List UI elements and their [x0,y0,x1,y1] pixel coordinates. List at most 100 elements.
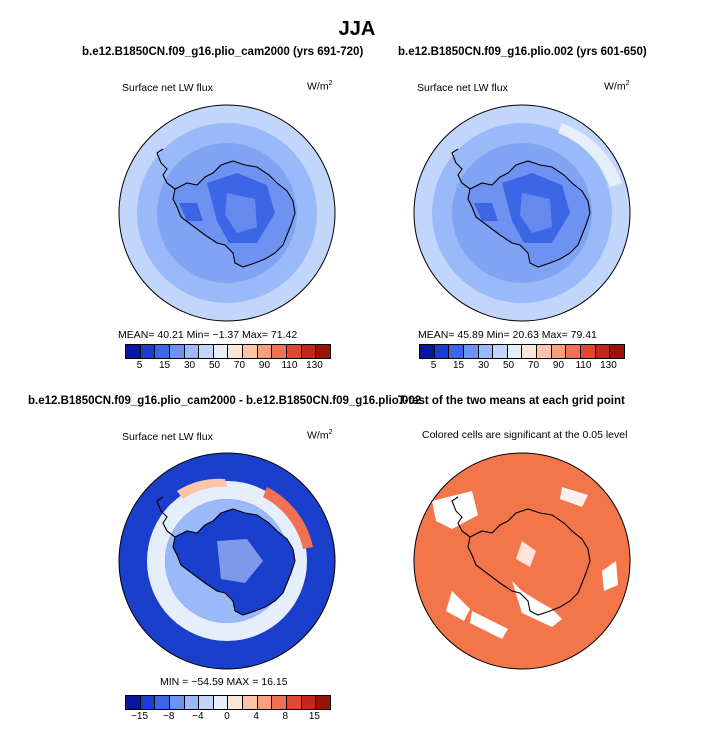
bottom-left-colorbar-tick-label: 4 [253,711,259,722]
bottom-left-colorbar-swatch [287,696,302,709]
top-left-colorbar-swatch [257,345,273,358]
bottom-left-colorbar-swatch [213,696,229,709]
top-right-units: W/m2 [604,80,630,93]
top-right-colorbar-ticks: 5 15 30 50 70 90 110 130 [419,360,623,374]
bottom-right-contour-region [512,581,562,627]
top-left-colorbar-tick-label: 30 [183,360,196,371]
bottom-right-contour-region [560,487,588,507]
top-left-colorbar-swatch [184,345,200,358]
top-left-colorbar-swatch [155,345,170,358]
bottom-left-colorbar-tick-label: −15 [131,711,149,722]
top-left-antarctica-coastline [172,160,296,268]
top-right-antarctica-coastline [467,160,591,268]
top-left-colorbar-tick-label: 15 [158,360,171,371]
bottom-left-colorbar-swatch [243,696,258,709]
top-left-colorbar-ticks: 5 15 30 50 70 90 110 130 [125,360,329,374]
bottom-left-case-title: b.e12.B1850CN.f09_g16.plio_cam2000 - b.e… [28,395,422,407]
top-right-colorbar-swatch [493,345,508,358]
top-right-map-border [413,104,631,322]
bottom-left-contour-region [217,539,263,583]
top-right-colorbar-swatch [478,345,494,358]
bottom-left-stats: MIN = −54.59 MAX = 16.15 [160,676,288,688]
main-title: JJA [338,18,376,40]
top-right-colorbar-swatch [610,345,624,358]
top-right-colorbar [419,344,625,359]
bottom-left-colorbar-swatch [140,696,156,709]
top-left-colorbar-swatch [272,345,288,358]
top-left-colorbar-swatch [169,345,185,358]
bottom-left-colorbar-tick-label: 15 [308,711,320,722]
top-left-colorbar-tick-label: 130 [306,360,323,371]
top-left-map [118,104,336,322]
top-left-stats: MEAN= 40.21 Min= −1.37 Max= 71.42 [118,329,298,341]
top-left-colorbar [125,344,331,359]
bottom-right-contour-region [470,611,508,639]
top-left-units: W/m2 [307,80,333,93]
top-right-case-title: b.e12.B1850CN.f09_g16.plio.002 (yrs 601-… [398,46,647,58]
bottom-left-colorbar-swatch [257,696,273,709]
top-right-contour-region [558,123,622,187]
top-left-map-border [118,104,336,322]
top-left-contour-region [225,193,257,233]
top-right-contour-region [520,193,552,233]
bottom-left-colorbar-swatch [316,696,330,709]
bottom-right-map [413,452,631,670]
top-left-peninsula-coastline [156,148,176,190]
bottom-left-map-border [118,452,336,670]
top-right-colorbar-swatch [581,345,596,358]
bottom-left-peninsula-coastline [156,496,176,538]
top-right-colorbar-tick-label: 30 [477,360,490,371]
top-left-colorbar-swatch [243,345,258,358]
top-left-colorbar-swatch [301,345,317,358]
top-left-map-field [119,105,335,321]
bottom-right-contour-region [602,561,618,591]
top-left-colorbar-tick-label: 110 [281,360,298,371]
bottom-right-contour-region [432,491,478,529]
top-right-colorbar-tick-label: 90 [552,360,565,371]
bottom-left-colorbar-tick-label: −4 [192,711,204,722]
top-right-colorbar-swatch [463,345,479,358]
bottom-left-colorbar-swatch [272,696,288,709]
bottom-left-map-field [119,453,335,669]
top-right-colorbar-swatch [595,345,611,358]
bottom-left-colorbar-ticks: −15 −8 −4 0 4 8 15 [125,711,329,725]
bottom-left-colorbar-swatch [126,696,141,709]
bottom-left-colorbar-tick-label: 8 [282,711,289,722]
bottom-left-colorbar-swatch [301,696,317,709]
bottom-right-map-border [413,452,631,670]
top-left-colorbar-tick-label: 5 [136,360,143,371]
top-left-contour-region [179,203,203,221]
top-right-colorbar-swatch [507,345,523,358]
top-right-peninsula-coastline [451,148,471,190]
top-left-colorbar-tick-label: 50 [208,360,221,371]
top-right-map-field [414,105,630,321]
top-right-colorbar-swatch [522,345,538,358]
top-left-colorbar-tick-label: 90 [258,360,271,371]
bottom-right-subtitle: Colored cells are significant at the 0.0… [422,429,628,441]
bottom-left-colorbar-tick-label: −8 [163,711,175,722]
top-right-colorbar-swatch [551,345,567,358]
top-right-field-label: Surface net LW flux [417,82,508,94]
top-right-map [413,104,631,322]
top-right-colorbar-swatch [566,345,582,358]
top-right-colorbar-swatch [420,345,435,358]
top-right-colorbar-swatch [434,345,450,358]
bottom-right-title: T-test of the two means at each grid poi… [398,395,625,407]
top-left-case-title: b.e12.B1850CN.f09_g16.plio_cam2000 (yrs … [82,46,364,58]
top-right-colorbar-tick-label: 15 [452,360,465,371]
bottom-left-colorbar-swatch [169,696,185,709]
top-right-colorbar-tick-label: 5 [430,360,437,371]
bottom-left-colorbar-swatch [228,696,244,709]
bottom-left-field-label: Surface net LW flux [122,431,213,443]
bottom-right-contour-region [446,591,470,621]
bottom-left-colorbar-swatch [199,696,214,709]
bottom-left-colorbar-swatch [184,696,200,709]
bottom-right-contour-region [516,541,536,567]
bottom-left-antarctica-coastline [172,508,296,616]
top-left-colorbar-tick-label: 70 [233,360,246,371]
top-right-colorbar-swatch [449,345,464,358]
top-left-colorbar-swatch [140,345,156,358]
bottom-left-units: W/m2 [307,429,333,442]
top-left-colorbar-swatch [228,345,244,358]
top-left-colorbar-swatch [213,345,229,358]
